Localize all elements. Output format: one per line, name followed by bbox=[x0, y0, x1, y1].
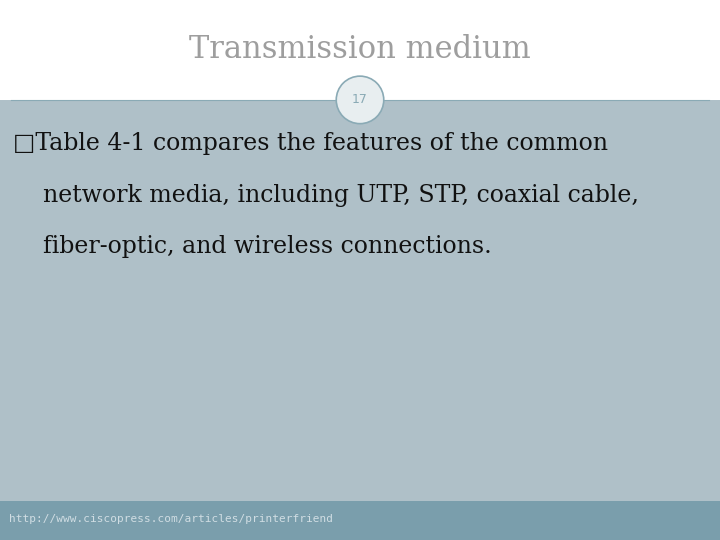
Text: 17: 17 bbox=[352, 93, 368, 106]
Ellipse shape bbox=[336, 76, 384, 124]
FancyBboxPatch shape bbox=[0, 501, 720, 540]
Text: network media, including UTP, STP, coaxial cable,: network media, including UTP, STP, coaxi… bbox=[13, 184, 639, 207]
Text: http://www.ciscopress.com/articles/printerfriend: http://www.ciscopress.com/articles/print… bbox=[9, 514, 333, 524]
Text: Transmission medium: Transmission medium bbox=[189, 35, 531, 65]
Text: fiber-optic, and wireless connections.: fiber-optic, and wireless connections. bbox=[13, 235, 492, 258]
FancyBboxPatch shape bbox=[0, 0, 720, 100]
Text: □Table 4-1 compares the features of the common: □Table 4-1 compares the features of the … bbox=[13, 132, 608, 156]
